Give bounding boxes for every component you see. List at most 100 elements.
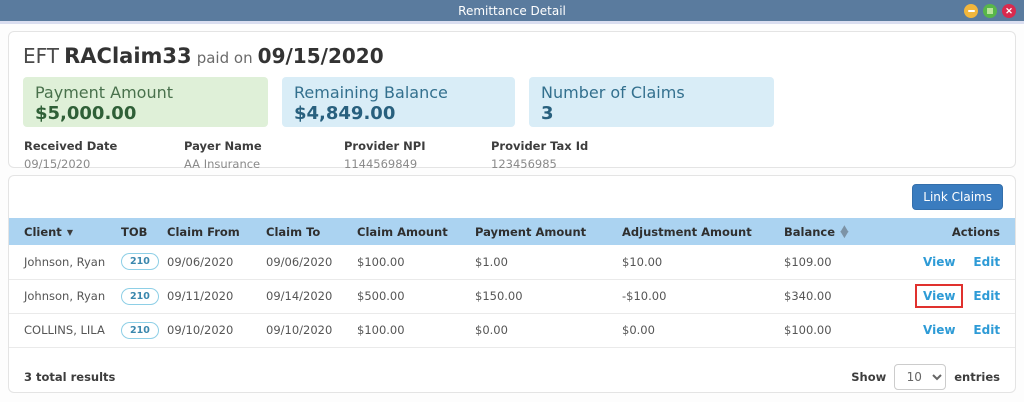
- actions-cell: View Edit: [915, 313, 1015, 347]
- tob-cell: 210: [121, 279, 167, 313]
- table-footer: 3 total results Show 10 entries: [9, 348, 1015, 390]
- provider-tax-id-field: Provider Tax Id 123456985: [491, 139, 588, 171]
- claim-amount-cell: $100.00: [357, 323, 405, 337]
- eft-header: EFT RAClaim33 paid on 09/15/2020: [23, 44, 1001, 68]
- payment-amount-value: $5,000.00: [35, 103, 137, 124]
- column-client[interactable]: Client ▼: [24, 224, 73, 239]
- column-claim-from[interactable]: Claim From: [167, 224, 240, 239]
- actions-cell: View Edit: [915, 279, 1015, 313]
- show-entries: Show 10 entries: [851, 363, 1000, 390]
- provider-tax-id-value: 123456985: [491, 157, 557, 171]
- remittance-summary-card: EFT RAClaim33 paid on 09/15/2020 Payment…: [8, 31, 1016, 171]
- minimize-button[interactable]: [964, 4, 978, 18]
- minimize-icon: [967, 10, 975, 12]
- adjustment-amount-cell: $10.00: [622, 254, 663, 269]
- remaining-balance-value: $4,849.00: [294, 103, 396, 124]
- view-link[interactable]: View: [923, 254, 956, 269]
- column-actions: Actions: [951, 224, 1000, 239]
- sort-desc-icon: ▼: [66, 227, 73, 237]
- edit-link[interactable]: Edit: [973, 289, 1001, 303]
- adjustment-amount-cell: -$10.00: [622, 289, 667, 303]
- adjustment-amount-cell: $0.00: [622, 323, 655, 337]
- close-icon: ✕: [1005, 5, 1013, 16]
- balance-cell: $340.00: [784, 289, 832, 303]
- payment-amount-label: Payment Amount: [35, 83, 174, 102]
- table-row: Johnson, Ryan 210 09/11/2020 09/14/2020 …: [9, 279, 1015, 313]
- window-title: Remittance Detail: [458, 3, 566, 18]
- window-titlebar: Remittance Detail ✕: [0, 0, 1024, 24]
- payment-amount-cell: $0.00: [475, 323, 508, 337]
- claims-table-card: Link Claims Client ▼ TOB Claim From Claim…: [8, 175, 1016, 393]
- claim-amount-cell: $100.00: [357, 254, 405, 269]
- remaining-balance-label: Remaining Balance: [294, 83, 448, 102]
- claim-to-cell: 09/06/2020: [266, 254, 333, 269]
- tob-cell: 210: [121, 313, 167, 347]
- tob-cell: 210: [121, 245, 167, 279]
- maximize-button[interactable]: [983, 4, 997, 18]
- view-link-highlight-box: View: [915, 318, 963, 342]
- payment-amount-cell: $1.00: [475, 254, 508, 269]
- claims-table: Client ▼ TOB Claim From Claim To Claim Am…: [9, 218, 1015, 348]
- client-cell: Johnson, Ryan: [24, 289, 106, 303]
- edit-link[interactable]: Edit: [973, 323, 1001, 337]
- column-claim-amount[interactable]: Claim Amount: [357, 224, 448, 239]
- entries-label: entries: [954, 369, 1000, 384]
- eft-name: RAClaim33: [64, 44, 192, 68]
- claim-to-cell: 09/14/2020: [266, 289, 333, 303]
- view-link-highlight-box: View: [915, 284, 964, 308]
- received-date-value: 09/15/2020: [24, 157, 91, 171]
- close-button[interactable]: ✕: [1002, 4, 1016, 18]
- number-of-claims-label: Number of Claims: [541, 83, 685, 102]
- column-claim-to[interactable]: Claim To: [266, 224, 321, 239]
- tob-badge: 210: [121, 321, 159, 339]
- window-controls: ✕: [964, 4, 1016, 18]
- received-date-label: Received Date: [24, 139, 118, 153]
- sort-both-icon: ▲ ▼: [840, 223, 849, 240]
- received-date-field: Received Date 09/15/2020: [24, 139, 184, 171]
- number-of-claims-card: Number of Claims 3: [529, 77, 774, 127]
- payment-amount-cell: $150.00: [475, 289, 523, 303]
- eft-prefix: EFT: [23, 44, 60, 68]
- actions-cell: View Edit: [915, 245, 1015, 279]
- balance-cell: $100.00: [784, 323, 832, 337]
- tob-badge: 210: [121, 287, 159, 305]
- show-label: Show: [851, 369, 887, 384]
- client-cell: Johnson, Ryan: [24, 254, 106, 269]
- table-header-row: Client ▼ TOB Claim From Claim To Claim Am…: [9, 218, 1015, 245]
- details-row: Received Date 09/15/2020 Payer Name AA I…: [23, 139, 1001, 171]
- provider-npi-field: Provider NPI 1144569849: [344, 139, 491, 171]
- claim-from-cell: 09/11/2020: [167, 289, 234, 303]
- paid-date: 09/15/2020: [257, 44, 384, 68]
- column-balance[interactable]: Balance ▲ ▼: [784, 223, 849, 240]
- total-results: 3 total results: [24, 369, 116, 384]
- paid-on-label: paid on: [196, 49, 253, 67]
- client-cell: COLLINS, LILA: [24, 323, 105, 337]
- claim-from-cell: 09/06/2020: [167, 254, 234, 269]
- provider-npi-value: 1144569849: [344, 157, 418, 171]
- page-size-select[interactable]: 10: [894, 363, 947, 390]
- maximize-icon: [987, 8, 993, 14]
- claim-to-cell: 09/10/2020: [266, 323, 333, 337]
- table-row: COLLINS, LILA 210 09/10/2020 09/10/2020 …: [9, 313, 1015, 347]
- number-of-claims-value: 3: [541, 103, 554, 124]
- column-tob[interactable]: TOB: [121, 224, 148, 239]
- provider-npi-label: Provider NPI: [344, 139, 426, 153]
- table-row: Johnson, Ryan 210 09/06/2020 09/06/2020 …: [9, 245, 1015, 279]
- view-link-highlight-box: View: [915, 250, 963, 274]
- tob-badge: 210: [121, 253, 159, 271]
- payer-name-field: Payer Name AA Insurance: [184, 139, 344, 171]
- view-link[interactable]: View: [923, 323, 956, 337]
- payer-name-label: Payer Name: [184, 139, 262, 153]
- provider-tax-id-label: Provider Tax Id: [491, 139, 589, 153]
- column-payment-amount[interactable]: Payment Amount: [475, 224, 587, 239]
- claim-from-cell: 09/10/2020: [167, 323, 234, 337]
- link-claims-button[interactable]: Link Claims: [912, 184, 1003, 210]
- claim-amount-cell: $500.00: [357, 289, 405, 303]
- column-adjustment-amount[interactable]: Adjustment Amount: [622, 224, 752, 239]
- balance-cell: $109.00: [784, 254, 832, 269]
- summary-row: Payment Amount $5,000.00 Remaining Balan…: [23, 77, 1001, 127]
- edit-link[interactable]: Edit: [973, 254, 1001, 269]
- payment-amount-card: Payment Amount $5,000.00: [23, 77, 268, 127]
- payer-name-value: AA Insurance: [184, 157, 261, 171]
- view-link[interactable]: View: [923, 289, 956, 303]
